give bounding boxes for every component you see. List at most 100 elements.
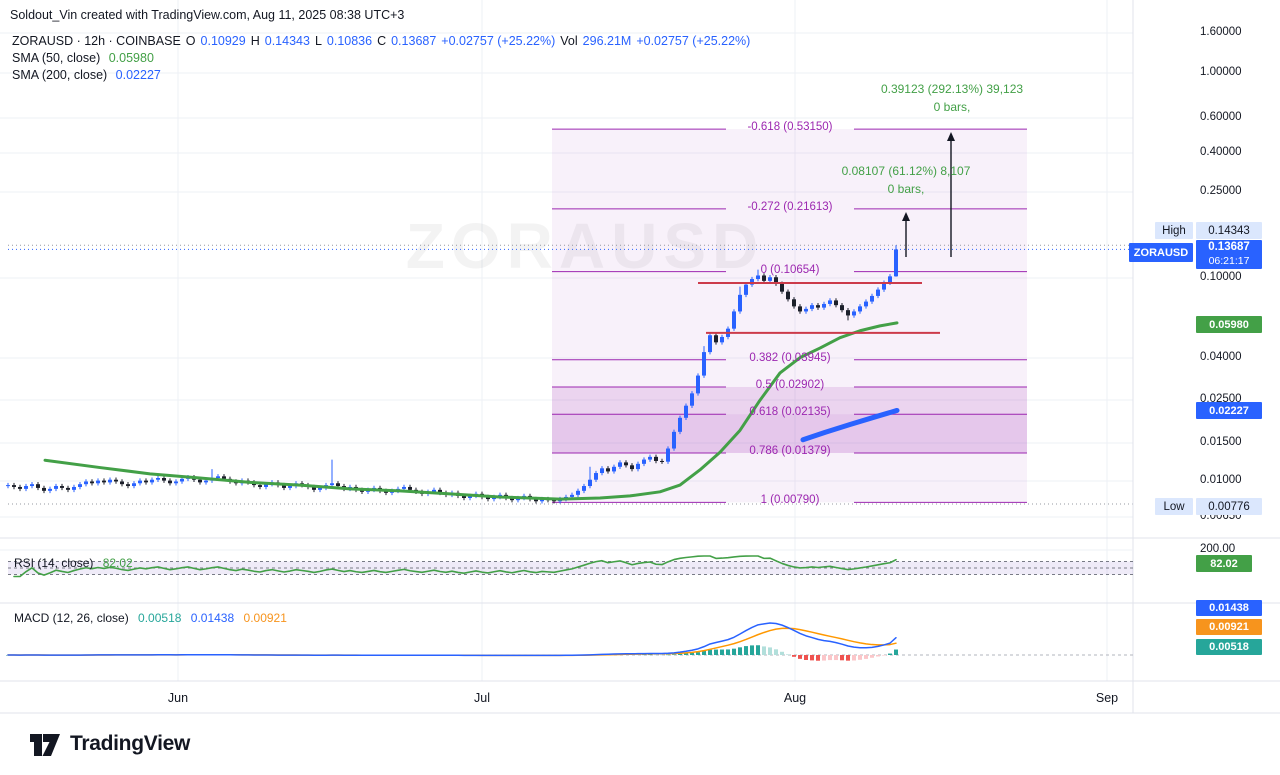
- macd-hist-value: 0.00518: [138, 611, 182, 625]
- candle-body: [162, 477, 166, 481]
- candle-body: [804, 308, 808, 312]
- fib-extension-note-1-line1: 0.39123 (292.13%) 39,123: [880, 82, 1024, 96]
- sma200-line: [800, 407, 900, 443]
- candle-body: [30, 484, 34, 487]
- macd-histogram-bar: [708, 649, 712, 655]
- candle-body: [720, 336, 724, 343]
- legend-part-12: +0.02757 (+25.22%): [636, 34, 751, 48]
- price-axis-tick-0.10000: 0.10000: [1200, 271, 1242, 283]
- macd-histogram-bar: [726, 649, 730, 655]
- candle-body: [762, 275, 766, 281]
- candle-body: [714, 335, 718, 343]
- candle-body: [174, 481, 178, 484]
- macd-histogram-bar: [894, 649, 898, 655]
- macd-histogram-bar: [792, 655, 796, 657]
- axis-chip-0.00776: 0.00776: [1196, 498, 1262, 515]
- candle-body: [222, 476, 226, 479]
- watermark-text: ZORAUSD: [406, 210, 764, 282]
- candle-body: [888, 276, 892, 283]
- candle-body: [468, 495, 472, 499]
- candle-body: [516, 498, 520, 501]
- legend-part-8: 0.13687: [391, 34, 437, 48]
- current-price-badge: 0.13687 06:21:17: [1196, 240, 1262, 269]
- rsi-legend-row[interactable]: RSI (14, close) 82.02: [14, 556, 139, 570]
- rsi-label: RSI (14, close): [14, 556, 94, 570]
- candle-body: [732, 311, 736, 329]
- price-axis-tick-1.60000: 1.60000: [1200, 26, 1242, 38]
- candle-body: [60, 486, 64, 488]
- candle-body: [738, 294, 742, 312]
- macd-histogram-bar: [846, 655, 850, 661]
- candle-body: [594, 473, 598, 480]
- sma200-legend-row[interactable]: SMA (200, close) 0.02227: [12, 68, 166, 82]
- candle-body: [798, 306, 802, 312]
- candle-body: [642, 459, 646, 464]
- tradingview-logo-icon: [30, 734, 60, 756]
- candle-body: [282, 485, 286, 488]
- candle-body: [744, 284, 748, 295]
- candle-body: [582, 486, 586, 491]
- price-axis-tick-0.01500: 0.01500: [1200, 436, 1242, 448]
- candle-body: [750, 279, 754, 285]
- fib-extension-note-2: 0.08107 (61.12%) 8,107 0 bars,: [842, 162, 971, 198]
- candle-body: [318, 487, 322, 490]
- sma50-legend-row[interactable]: SMA (50, close) 0.05980: [12, 51, 159, 65]
- candle-body: [534, 499, 538, 502]
- fib-band: [552, 208, 1027, 272]
- axis-chip-Low: Low: [1155, 498, 1193, 515]
- macd-histogram-bar: [738, 647, 742, 655]
- price-axis-tick-0.01000: 0.01000: [1200, 474, 1242, 486]
- candle-body: [216, 476, 220, 478]
- fib-level-label-6: 0.786 (0.01379): [749, 444, 831, 457]
- macd-signal-value: 0.00921: [243, 611, 287, 625]
- symbol-legend-row[interactable]: ZORAUSD · 12h · COINBASE O 0.10929 H 0.14343…: [12, 34, 755, 48]
- candle-body: [336, 483, 340, 487]
- legend-part-9: +0.02757 (+25.22%): [441, 34, 556, 48]
- macd-histogram-bar: [654, 654, 658, 656]
- macd-histogram-bar: [648, 654, 652, 656]
- fib-level-label-5: 0.618 (0.02135): [749, 406, 831, 419]
- candle-body: [672, 431, 676, 449]
- legend-part-5: L: [314, 34, 322, 48]
- candle-body: [828, 300, 832, 304]
- macd-histogram-bar: [732, 648, 736, 655]
- time-axis-label-Jul: Jul: [474, 691, 490, 705]
- symbol-price-chip: ZORAUSD: [1129, 243, 1193, 262]
- candle-body: [612, 466, 616, 472]
- tradingview-logo-text: TradingView: [70, 732, 191, 755]
- rsi-line: [13, 555, 897, 578]
- macd-value: 0.01438: [190, 611, 235, 625]
- candle-body: [606, 468, 610, 472]
- candle-body: [264, 484, 268, 487]
- candle-body: [432, 489, 436, 492]
- macd-legend-row[interactable]: MACD (12, 26, close) 0.00518 0.01438 0.0…: [14, 611, 293, 625]
- candle-body: [486, 496, 490, 500]
- candle-body: [6, 485, 10, 487]
- tradingview-logo[interactable]: TradingView: [28, 727, 190, 761]
- fib-level-label-4: 0.5 (0.02902): [755, 378, 825, 391]
- candle-body: [840, 305, 844, 311]
- fib-level-label-1: -0.272 (0.21613): [747, 200, 833, 213]
- candle-body: [822, 303, 826, 308]
- candle-body: [600, 468, 604, 474]
- sma50-label: SMA (50, close): [12, 51, 101, 65]
- legend-part-6: 0.10836: [326, 34, 373, 48]
- fib-extension-note-2-line2: 0 bars,: [887, 182, 925, 196]
- candle-body: [540, 499, 544, 502]
- candle-body: [150, 479, 154, 483]
- sma200-label: SMA (200, close): [12, 68, 108, 82]
- macd-histogram-bar: [660, 654, 664, 656]
- price-axis-tick-200.00: 200.00: [1200, 543, 1236, 555]
- sma50-line: [43, 321, 899, 501]
- candle-body: [630, 465, 634, 470]
- macd-histogram-bar: [828, 655, 832, 661]
- fib-band: [552, 414, 1027, 453]
- candle-body: [114, 479, 118, 482]
- rsi-value: 82.02: [102, 556, 133, 570]
- macd-histogram-bar: [816, 655, 820, 661]
- candle-body: [774, 277, 778, 284]
- macd-line: [7, 622, 897, 657]
- candle-body: [810, 305, 814, 309]
- macd-histogram-bar: [744, 646, 748, 655]
